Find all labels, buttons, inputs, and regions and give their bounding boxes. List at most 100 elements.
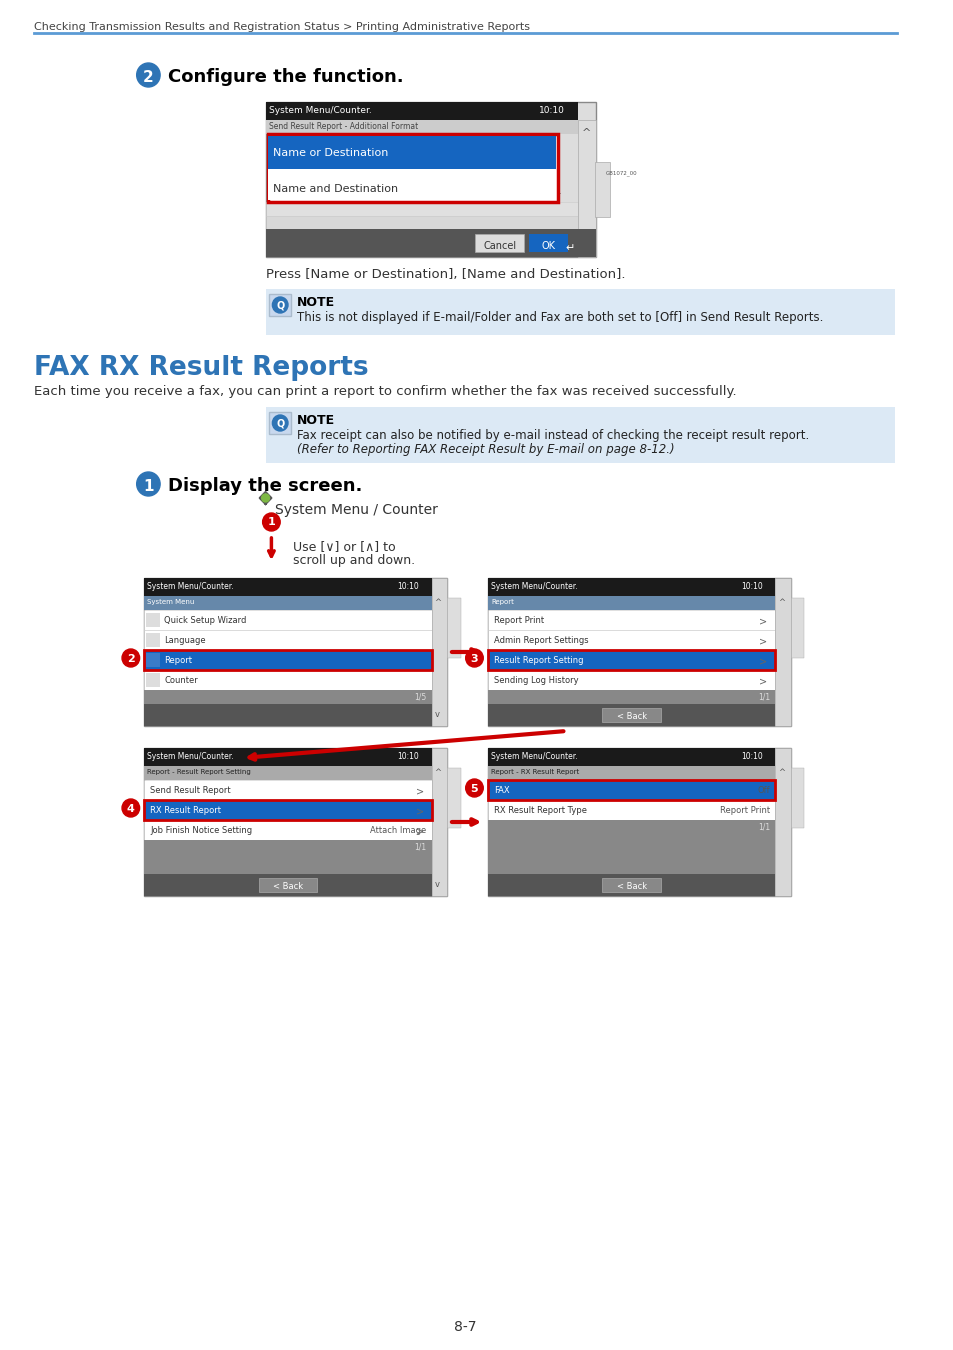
Text: System Menu/Counter.: System Menu/Counter. bbox=[148, 752, 233, 761]
Text: GB1072_00: GB1072_00 bbox=[604, 170, 637, 176]
Bar bbox=[147, 653, 160, 667]
Text: 4: 4 bbox=[127, 805, 134, 814]
Text: 2: 2 bbox=[127, 653, 134, 664]
Text: System Menu/Counter.: System Menu/Counter. bbox=[491, 582, 578, 591]
Bar bbox=[775, 748, 790, 896]
Bar bbox=[144, 703, 431, 726]
Text: v: v bbox=[434, 710, 439, 720]
Text: Cancel: Cancel bbox=[483, 242, 516, 251]
Bar bbox=[144, 649, 431, 670]
Bar bbox=[265, 103, 578, 120]
Bar bbox=[601, 878, 660, 892]
Circle shape bbox=[273, 414, 288, 431]
Text: ^: ^ bbox=[434, 598, 441, 608]
Text: System Menu / Counter: System Menu / Counter bbox=[275, 504, 437, 517]
Bar bbox=[267, 136, 556, 169]
Bar bbox=[601, 707, 660, 722]
Text: Attach Image: Attach Image bbox=[370, 826, 426, 836]
Text: FAX RX Result Reports: FAX RX Result Reports bbox=[34, 355, 369, 381]
Bar bbox=[147, 674, 160, 687]
Text: RX Result Report: RX Result Report bbox=[151, 806, 221, 815]
Text: 10:10: 10:10 bbox=[397, 752, 418, 761]
Text: ^: ^ bbox=[434, 768, 441, 778]
Text: Language: Language bbox=[164, 636, 206, 645]
Text: Result Report Setting: Result Report Setting bbox=[494, 656, 583, 666]
Bar bbox=[144, 690, 431, 726]
Bar bbox=[594, 162, 610, 217]
Bar bbox=[144, 649, 431, 670]
Text: >: > bbox=[416, 826, 423, 836]
Bar bbox=[265, 289, 894, 335]
Text: Job Finish Notice Setting: Job Finish Notice Setting bbox=[151, 826, 253, 836]
Text: Name or Destination: Name or Destination bbox=[274, 148, 388, 158]
Bar bbox=[775, 578, 790, 726]
Bar bbox=[258, 878, 317, 892]
Text: 2: 2 bbox=[143, 70, 153, 85]
Bar bbox=[265, 120, 578, 134]
Text: 8-7: 8-7 bbox=[454, 1320, 476, 1334]
Bar bbox=[488, 630, 775, 649]
Text: System Menu/Counter.: System Menu/Counter. bbox=[148, 582, 233, 591]
Text: 5: 5 bbox=[470, 784, 477, 794]
Text: scroll up and down.: scroll up and down. bbox=[293, 554, 415, 567]
Bar bbox=[447, 598, 460, 657]
Text: < Back: < Back bbox=[273, 882, 303, 891]
Text: (Refer to Reporting FAX Receipt Result by E-mail on page 8-12.): (Refer to Reporting FAX Receipt Result b… bbox=[296, 443, 674, 456]
Bar bbox=[431, 578, 447, 726]
Text: Fax receipt can also be notified by e-mail instead of checking the receipt resul: Fax receipt can also be notified by e-ma… bbox=[296, 429, 808, 441]
Bar bbox=[488, 801, 775, 819]
Text: ^: ^ bbox=[778, 598, 784, 608]
Text: >: > bbox=[416, 806, 423, 815]
Text: Each time you receive a fax, you can print a report to confirm whether the fax w: Each time you receive a fax, you can pri… bbox=[34, 385, 736, 398]
Text: Report - Result Report Setting: Report - Result Report Setting bbox=[148, 769, 251, 775]
Circle shape bbox=[262, 513, 280, 531]
Bar bbox=[144, 873, 431, 896]
Text: Admin Report Settings: Admin Report Settings bbox=[494, 636, 588, 645]
Text: Configure the function.: Configure the function. bbox=[168, 68, 403, 86]
Bar bbox=[144, 748, 431, 765]
Text: >: > bbox=[759, 616, 766, 626]
Bar bbox=[790, 768, 803, 828]
Bar bbox=[488, 780, 775, 801]
Text: ↵: ↵ bbox=[565, 243, 575, 252]
Bar bbox=[488, 649, 775, 670]
Text: RX Result Report Type: RX Result Report Type bbox=[494, 806, 586, 815]
Bar bbox=[488, 765, 775, 780]
Bar bbox=[144, 610, 431, 630]
Bar bbox=[265, 230, 595, 256]
Text: 10:10: 10:10 bbox=[740, 752, 762, 761]
Bar bbox=[488, 595, 775, 610]
Text: 1: 1 bbox=[267, 517, 275, 526]
Bar bbox=[578, 120, 595, 256]
Text: Sending Log History: Sending Log History bbox=[494, 676, 578, 684]
Bar bbox=[144, 840, 431, 873]
Bar bbox=[147, 633, 160, 647]
Text: Send Result Report: Send Result Report bbox=[151, 786, 231, 795]
Bar bbox=[144, 819, 431, 840]
Text: System Menu/Counter.: System Menu/Counter. bbox=[491, 752, 578, 761]
Bar bbox=[488, 649, 775, 670]
Text: FAX: FAX bbox=[494, 786, 509, 795]
Circle shape bbox=[136, 472, 160, 495]
Circle shape bbox=[261, 494, 269, 502]
Text: < Back: < Back bbox=[616, 711, 646, 721]
Bar bbox=[269, 294, 291, 316]
Bar bbox=[529, 234, 568, 252]
Bar bbox=[431, 748, 447, 896]
Text: NOTE: NOTE bbox=[296, 296, 335, 309]
Text: System Menu/Counter.: System Menu/Counter. bbox=[269, 107, 372, 115]
Text: NOTE: NOTE bbox=[296, 414, 335, 427]
Text: >: > bbox=[759, 656, 766, 666]
Bar bbox=[144, 595, 431, 610]
Text: Q: Q bbox=[275, 300, 284, 310]
Bar bbox=[488, 748, 790, 896]
Text: Q: Q bbox=[275, 418, 284, 428]
Bar bbox=[144, 801, 431, 819]
Circle shape bbox=[122, 649, 139, 667]
Bar bbox=[488, 703, 775, 726]
Bar bbox=[267, 169, 556, 200]
Bar bbox=[267, 134, 558, 202]
Bar bbox=[488, 610, 775, 630]
Text: Report: Report bbox=[164, 656, 192, 666]
Text: Press [Name or Destination], [Name and Destination].: Press [Name or Destination], [Name and D… bbox=[265, 269, 624, 281]
